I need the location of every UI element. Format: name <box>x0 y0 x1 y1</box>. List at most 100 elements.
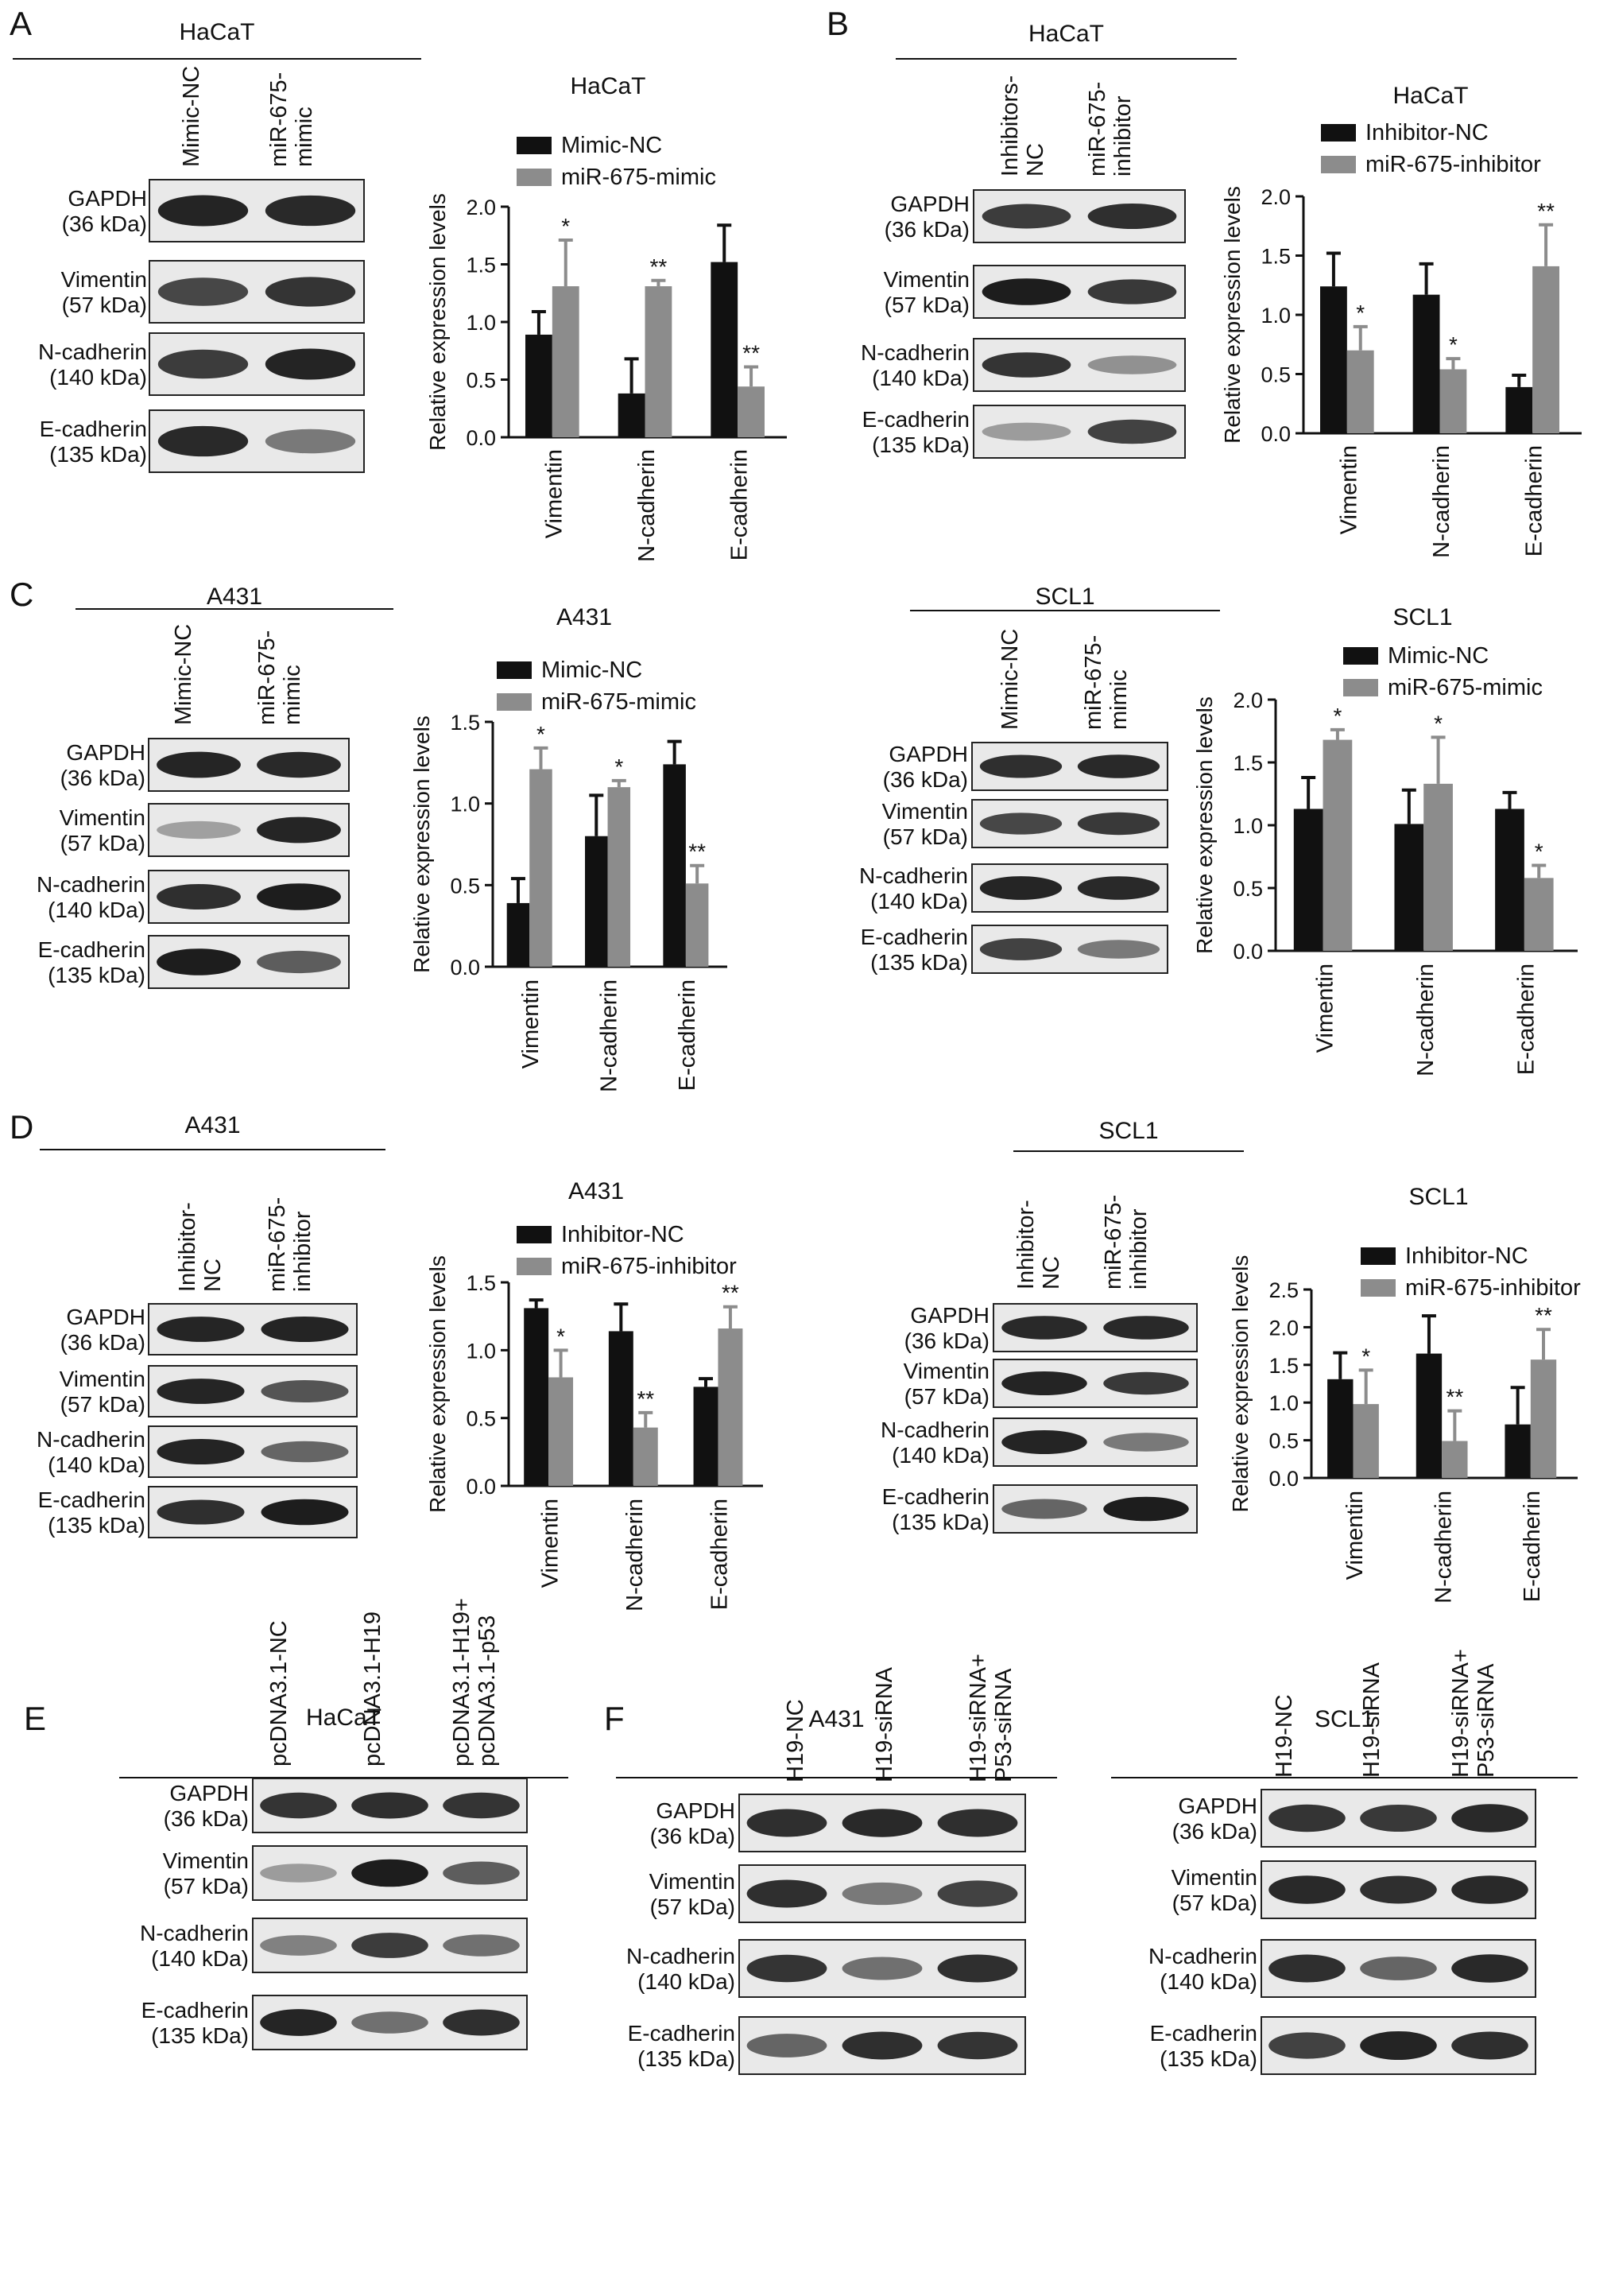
legend-swatch <box>1343 679 1378 696</box>
blot-label: N-cadherin (140 kDa) <box>861 340 970 390</box>
blot-band <box>1103 1371 1189 1395</box>
blot-label: GAPDH (36 kDa) <box>60 740 145 790</box>
blot-band <box>265 348 356 380</box>
blot-label: Vimentin (57 kDa) <box>60 805 145 855</box>
bar <box>608 1331 633 1486</box>
blot-band <box>842 1957 923 1980</box>
legend-swatch <box>1361 1247 1396 1265</box>
x-category-label: N-cadherin <box>634 449 660 562</box>
blot-band <box>260 2009 337 2036</box>
bar <box>1442 1441 1468 1478</box>
lane-label: miR-675-mimic <box>266 72 317 167</box>
panel-letter-D: D <box>10 1108 33 1146</box>
blot-band <box>842 1882 923 1906</box>
blot-row: Vimentin (57 kDa) <box>163 1845 528 1901</box>
bar <box>525 334 552 437</box>
y-axis-label: Relative expression levels <box>1192 696 1217 954</box>
blot-band <box>937 2031 1018 2060</box>
significance-mark: * <box>1333 704 1342 728</box>
blot-row: GAPDH (36 kDa) <box>60 738 350 792</box>
blot-band <box>1087 419 1177 444</box>
blot-label: Vimentin (57 kDa) <box>649 1869 735 1919</box>
bar <box>1505 1424 1531 1478</box>
blot-row: E-cadherin (135 kDa) <box>141 1995 528 2050</box>
x-category-label: Vimentin <box>1342 1491 1368 1580</box>
blot-band <box>261 1499 349 1526</box>
blot-label: GAPDH (36 kDa) <box>885 192 970 242</box>
blot-band <box>1087 355 1177 374</box>
blot-panel-C2: SCL1 Mimic-NC miR-675-mimic GAPDH (36 kDa) Vi… <box>859 584 1220 975</box>
blot-row: GAPDH (36 kDa) <box>885 189 1186 243</box>
blot-label: GAPDH (36 kDa) <box>164 1781 249 1831</box>
blot-row: Vimentin (57 kDa) <box>649 1864 1026 1923</box>
legend-swatch <box>517 169 552 186</box>
bar <box>1293 809 1323 951</box>
blot-band <box>1077 940 1160 959</box>
blot-band <box>261 1316 349 1343</box>
y-tick-label: 0.0 <box>1268 1467 1299 1491</box>
y-tick-label: 0.0 <box>466 426 496 450</box>
bar <box>1353 1404 1379 1478</box>
blot-band <box>1451 1954 1528 1983</box>
blot-band <box>1360 1804 1437 1833</box>
blot-label: E-cadherin (135 kDa) <box>40 417 147 467</box>
blot-band <box>157 948 241 975</box>
blot-row: N-cadherin (140 kDa) <box>861 338 1186 392</box>
blot-band <box>979 876 1063 900</box>
blot-row: GAPDH (36 kDa) <box>1172 1789 1536 1848</box>
blot-band <box>1451 2031 1528 2060</box>
blot-band <box>260 1792 337 1819</box>
y-tick-label: 0.5 <box>466 1407 496 1431</box>
blot-band <box>937 1954 1018 1983</box>
blot-label: Vimentin (57 kDa) <box>904 1359 990 1409</box>
chart-title: SCL1 <box>1392 604 1452 630</box>
y-tick-label: 0.5 <box>450 874 480 898</box>
panel-letter-C: C <box>10 576 33 613</box>
blot-band <box>157 1379 245 1404</box>
blot-band <box>443 1792 520 1819</box>
chart-title: SCL1 <box>1408 1184 1468 1210</box>
cell-line-title: HaCaT <box>179 19 254 45</box>
x-category-label: E-cadherin <box>1514 964 1539 1075</box>
blot-band <box>260 1935 337 1956</box>
x-category-label: Vimentin <box>1312 964 1338 1053</box>
blot-row: E-cadherin (135 kDa) <box>628 2016 1026 2075</box>
y-axis-label: Relative expression levels <box>425 193 450 451</box>
bar <box>506 902 530 967</box>
y-tick-label: 2.0 <box>1261 185 1291 209</box>
x-category-label: E-cadherin <box>675 979 700 1091</box>
blot-row: Vimentin (57 kDa) <box>882 799 1168 849</box>
bar <box>1423 783 1453 951</box>
x-category-label: E-cadherin <box>707 1499 733 1610</box>
blot-row: E-cadherin (135 kDa) <box>861 925 1168 975</box>
blot-band <box>1103 1316 1189 1340</box>
bar <box>618 393 645 437</box>
blot-band <box>1001 1499 1087 1519</box>
blot-band <box>746 1954 827 1983</box>
blot-band <box>1103 1433 1189 1452</box>
y-tick-label: 1.0 <box>1261 304 1291 328</box>
blot-label: E-cadherin (135 kDa) <box>141 1998 249 2048</box>
chart-title: A431 <box>556 604 612 630</box>
blot-band <box>1360 1875 1437 1904</box>
legend-swatch <box>1321 124 1356 142</box>
blot-band <box>1451 1804 1528 1833</box>
blot-row: E-cadherin (135 kDa) <box>40 409 365 473</box>
x-category-label: N-cadherin <box>622 1499 648 1611</box>
significance-mark: * <box>1356 301 1365 325</box>
blot-band <box>261 1441 349 1463</box>
blot-row: GAPDH (36 kDa) <box>164 1778 528 1833</box>
y-tick-label: 2.5 <box>1268 1278 1299 1302</box>
blot-band <box>157 195 249 227</box>
blot-label: Vimentin (57 kDa) <box>882 799 968 849</box>
blot-row: Vimentin (57 kDa) <box>60 803 350 857</box>
bar <box>607 787 631 967</box>
lane-label: miR-675-inhibitor <box>1085 82 1136 176</box>
blot-band <box>937 1809 1018 1837</box>
blot-band <box>979 938 1063 960</box>
significance-mark: ** <box>1446 1385 1463 1410</box>
blot-band <box>443 1861 520 1885</box>
legend-swatch <box>517 1226 552 1243</box>
blot-band <box>1077 876 1160 900</box>
